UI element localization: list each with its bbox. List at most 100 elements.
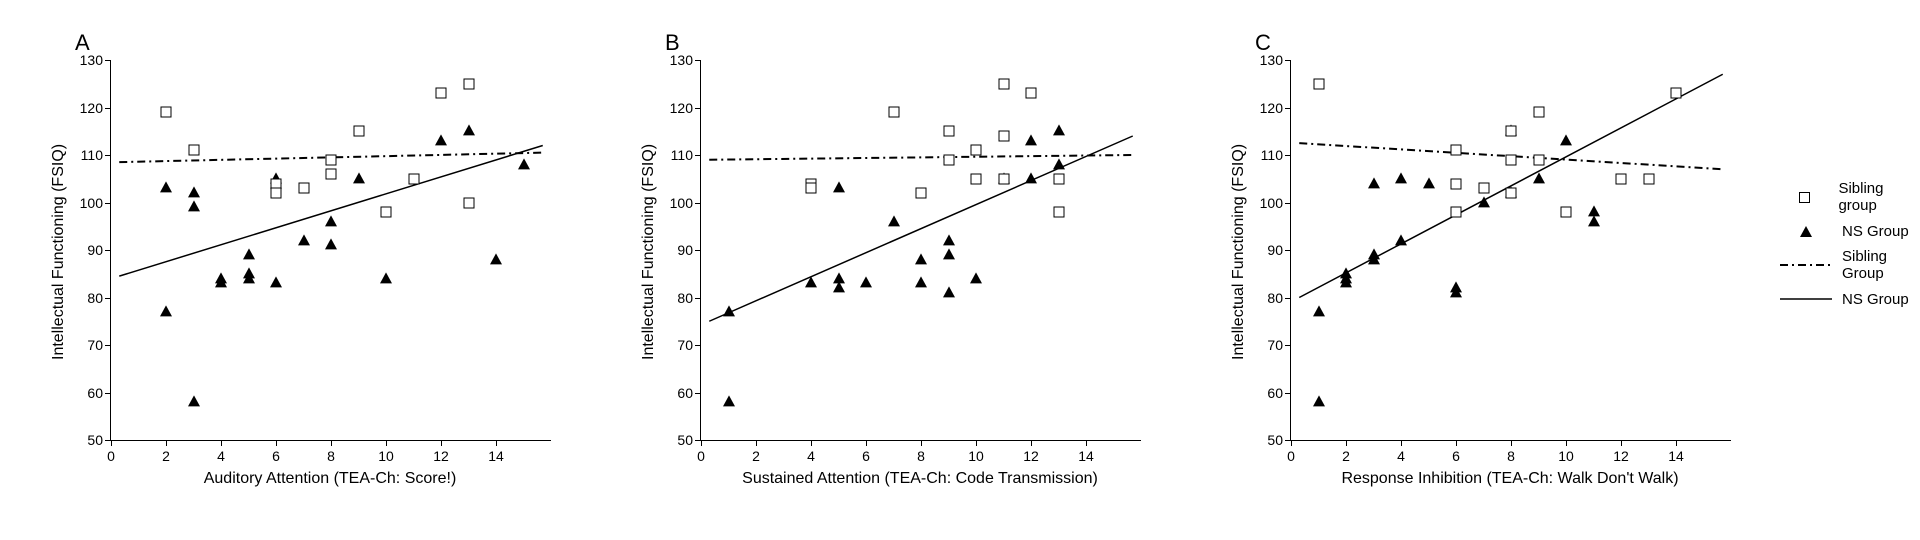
x-tick — [1676, 440, 1677, 446]
y-tick-label: 80 — [1243, 290, 1283, 306]
ns-point — [1533, 172, 1545, 183]
plot-area: 506070809010011012013002468101214 — [110, 60, 551, 441]
sibling-point — [1451, 207, 1462, 218]
y-tick — [695, 393, 701, 394]
sibling-point — [1506, 154, 1517, 165]
ns-point — [970, 272, 982, 283]
x-tick — [756, 440, 757, 446]
sibling-point — [1313, 78, 1324, 89]
x-tick-label: 8 — [911, 448, 931, 464]
ns-point — [188, 186, 200, 197]
plot-area: 506070809010011012013002468101214 — [700, 60, 1141, 441]
sibling-point — [436, 88, 447, 99]
x-tick — [331, 440, 332, 446]
x-tick-label: 14 — [1076, 448, 1096, 464]
y-tick — [1285, 203, 1291, 204]
sibling-point — [1053, 173, 1064, 184]
legend-swatch — [1780, 187, 1828, 207]
x-tick-label: 8 — [321, 448, 341, 464]
legend-item: Sibling Group — [1780, 248, 1920, 282]
legend-item: Sibling group — [1780, 180, 1920, 214]
ns-point — [188, 395, 200, 406]
sibling-point — [326, 154, 337, 165]
x-tick-label: 14 — [1666, 448, 1686, 464]
sibling-point — [298, 183, 309, 194]
y-tick — [695, 250, 701, 251]
y-tick — [1285, 155, 1291, 156]
y-tick — [1285, 345, 1291, 346]
ns-point — [518, 158, 530, 169]
ns-point — [160, 182, 172, 193]
y-tick — [105, 298, 111, 299]
sibling-point — [1451, 145, 1462, 156]
y-tick-label: 70 — [653, 337, 693, 353]
ns-point — [833, 182, 845, 193]
sibling-point — [1506, 126, 1517, 137]
y-axis-label: Intellectual Functioning (FSIQ) — [1230, 144, 1248, 360]
legend-item: NS Group — [1780, 214, 1920, 248]
ns-point — [270, 277, 282, 288]
x-tick-label: 2 — [746, 448, 766, 464]
y-tick-label: 90 — [1243, 242, 1283, 258]
sibling-point — [806, 183, 817, 194]
sibling-point — [271, 188, 282, 199]
x-tick — [1456, 440, 1457, 446]
x-tick — [1291, 440, 1292, 446]
sibling-point — [1643, 173, 1654, 184]
y-tick-label: 110 — [63, 147, 103, 163]
ns-point — [1588, 215, 1600, 226]
panel-c: C506070809010011012013002468101214Intell… — [1200, 20, 1760, 520]
ns-point — [1368, 253, 1380, 264]
ns-point — [943, 248, 955, 259]
ns-point — [1395, 234, 1407, 245]
y-tick-label: 80 — [63, 290, 103, 306]
x-tick — [701, 440, 702, 446]
y-tick-label: 110 — [653, 147, 693, 163]
x-axis-label: Response Inhibition (TEA-Ch: Walk Don't … — [1290, 470, 1730, 488]
legend-label: Sibling Group — [1842, 248, 1920, 282]
sibling-point — [353, 126, 364, 137]
ns-point — [1053, 158, 1065, 169]
y-tick-label: 110 — [1243, 147, 1283, 163]
legend-item: NS Group — [1780, 282, 1920, 316]
ns-point — [915, 253, 927, 264]
square-icon — [1799, 192, 1810, 203]
x-tick-label: 6 — [856, 448, 876, 464]
y-tick — [105, 203, 111, 204]
y-tick — [695, 60, 701, 61]
y-tick — [105, 345, 111, 346]
y-tick-label: 60 — [63, 385, 103, 401]
dashdot-line-icon — [1780, 255, 1832, 275]
sibling-point — [1026, 88, 1037, 99]
sibling-point — [1506, 188, 1517, 199]
x-tick-label: 10 — [966, 448, 986, 464]
y-tick-label: 50 — [63, 432, 103, 448]
y-tick — [105, 155, 111, 156]
ns-point — [463, 125, 475, 136]
x-tick — [811, 440, 812, 446]
x-tick-label: 14 — [486, 448, 506, 464]
solid-line-icon — [1780, 289, 1832, 309]
sibling-point — [326, 169, 337, 180]
sibling-point — [1616, 173, 1627, 184]
sibling-point — [408, 173, 419, 184]
y-tick-label: 100 — [1243, 195, 1283, 211]
ns-point — [1450, 286, 1462, 297]
x-tick — [166, 440, 167, 446]
x-tick-label: 0 — [1281, 448, 1301, 464]
x-tick — [441, 440, 442, 446]
x-tick-label: 10 — [1556, 448, 1576, 464]
ns-trend-line — [709, 136, 1133, 321]
ns-point — [1395, 172, 1407, 183]
y-tick-label: 100 — [653, 195, 693, 211]
x-tick-label: 6 — [266, 448, 286, 464]
x-tick — [276, 440, 277, 446]
sibling-point — [998, 131, 1009, 142]
sibling-point — [1671, 88, 1682, 99]
plot-area: 506070809010011012013002468101214 — [1290, 60, 1731, 441]
legend-label: Sibling group — [1838, 180, 1920, 214]
y-tick — [695, 155, 701, 156]
ns-point — [1368, 177, 1380, 188]
x-tick — [386, 440, 387, 446]
ns-point — [1313, 395, 1325, 406]
